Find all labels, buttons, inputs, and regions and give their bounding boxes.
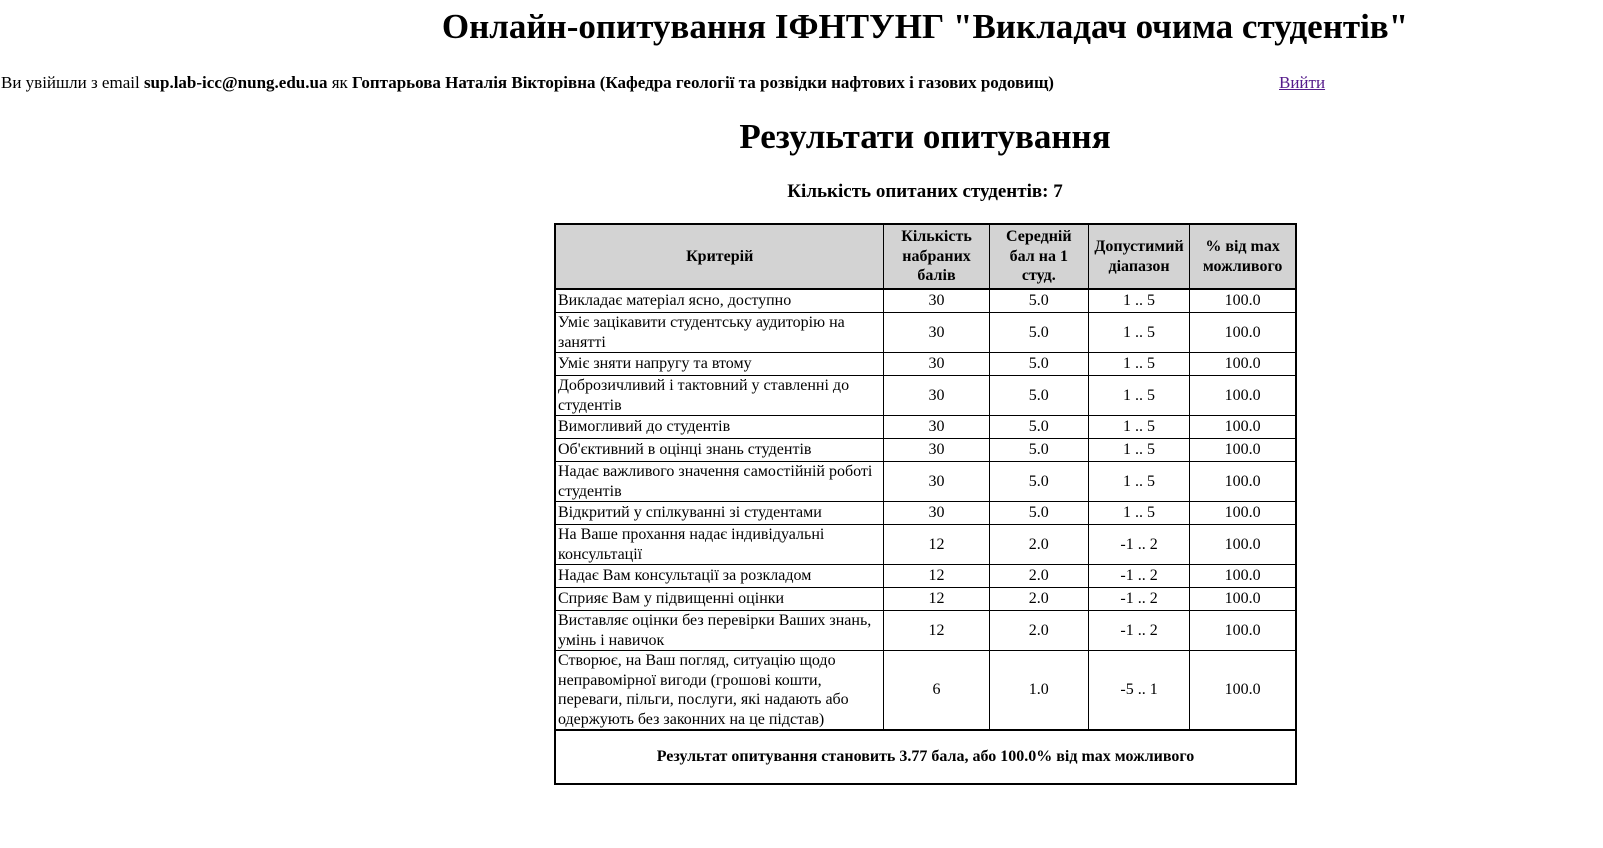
cell-range: -1 .. 2 [1087,610,1191,651]
table-row: Створює, на Ваш погляд, ситуацію щодо не… [554,650,1297,731]
cell-criterion: На Ваше прохання надає індивідуальні кон… [554,524,885,565]
cell-criterion: Вимогливий до студентів [554,415,885,439]
cell-average: 5.0 [988,461,1089,502]
table-row: Викладає матеріал ясно, доступно 30 5.0 1 .… [554,288,1297,313]
cell-criterion: Доброзичливий і тактовний у ставленні до… [554,375,885,416]
cell-range: -1 .. 2 [1087,587,1191,611]
cell-percent: 100.0 [1189,610,1297,651]
cell-points: 30 [883,288,990,313]
cell-average: 2.0 [988,564,1089,588]
cell-percent: 100.0 [1189,461,1297,502]
cell-range: -1 .. 2 [1087,564,1191,588]
cell-criterion: Створює, на Ваш погляд, ситуацію щодо не… [554,650,885,731]
cell-points: 12 [883,564,990,588]
table-row: Сприяє Вам у підвищенні оцінки 12 2.0 -1 ..… [554,587,1297,611]
summary-row: Результат опитування становить 3.77 бала… [554,729,1297,785]
table-row: Виставляє оцінки без перевірки Ваших зна… [554,610,1297,651]
cell-percent: 100.0 [1189,312,1297,353]
cell-percent: 100.0 [1189,288,1297,313]
cell-criterion: Відкритий у спілкуванні зі студентами [554,501,885,525]
cell-range: 1 .. 5 [1087,375,1191,416]
cell-range: 1 .. 5 [1087,352,1191,376]
table-header-row: Критерій Кількість набраних балів Середн… [554,223,1297,290]
cell-criterion: Сприяє Вам у підвищенні оцінки [554,587,885,611]
respondents-label: Кількість опитаних студентів: [787,181,1054,202]
user-name: Гоптарьова Наталія Вікторівна (Кафедра г… [352,73,1054,92]
cell-range: 1 .. 5 [1087,438,1191,462]
respondents-count: Кількість опитаних студентів: 7 [0,180,1603,204]
cell-percent: 100.0 [1189,650,1297,731]
logout-link[interactable]: Вийти [1279,73,1326,92]
results-heading: Результати опитування [739,117,1111,156]
table-row: Надає важливого значення самостійній роб… [554,461,1297,502]
table-row: Доброзичливий і тактовний у ставленні до… [554,375,1297,416]
cell-average: 1.0 [988,650,1089,731]
cell-criterion: Уміє зняти напругу та втому [554,352,885,376]
cell-points: 12 [883,587,990,611]
cell-average: 5.0 [988,288,1089,313]
cell-average: 5.0 [988,375,1089,416]
cell-criterion: Виставляє оцінки без перевірки Ваших зна… [554,610,885,651]
cell-points: 30 [883,415,990,439]
login-as: як [327,73,353,92]
cell-points: 12 [883,610,990,651]
cell-criterion: Викладає матеріал ясно, доступно [554,288,885,313]
cell-percent: 100.0 [1189,352,1297,376]
cell-points: 30 [883,461,990,502]
cell-range: -5 .. 1 [1087,650,1191,731]
cell-average: 2.0 [988,610,1089,651]
cell-percent: 100.0 [1189,438,1297,462]
app-title: Онлайн-опитування ІФНТУНГ "Викладач очим… [441,7,1409,46]
cell-points: 12 [883,524,990,565]
cell-points: 30 [883,312,990,353]
results-body: Викладає матеріал ясно, доступно 30 5.0 1 .… [554,288,1297,731]
cell-average: 5.0 [988,438,1089,462]
cell-range: 1 .. 5 [1087,415,1191,439]
respondents-value: 7 [1053,181,1063,202]
cell-percent: 100.0 [1189,587,1297,611]
cell-points: 6 [883,650,990,731]
header-points: Кількість набраних балів [883,223,990,290]
header-average: Середній бал на 1 студ. [988,223,1089,290]
login-prefix: Ви увійшли з email [1,73,144,92]
cell-range: 1 .. 5 [1087,501,1191,525]
cell-range: 1 .. 5 [1087,461,1191,502]
cell-average: 2.0 [988,524,1089,565]
table-row: Надає Вам консультації за розкладом 12 2.0… [554,564,1297,588]
table-row: Вимогливий до студентів 30 5.0 1 .. 5 100.0 [554,415,1297,439]
cell-percent: 100.0 [1189,501,1297,525]
cell-percent: 100.0 [1189,564,1297,588]
cell-criterion: Надає Вам консультації за розкладом [554,564,885,588]
cell-criterion: Надає важливого значення самостійній роб… [554,461,885,502]
cell-criterion: Уміє зацікавити студентську аудиторію на… [554,312,885,353]
cell-range: 1 .. 5 [1087,312,1191,353]
header-range: Допустимий діапазон [1087,223,1191,290]
results-table: Критерій Кількість набраних балів Середн… [554,223,1297,785]
table-row: Уміє зацікавити студентську аудиторію на… [554,312,1297,353]
cell-average: 5.0 [988,415,1089,439]
cell-points: 30 [883,352,990,376]
cell-range: 1 .. 5 [1087,288,1191,313]
cell-percent: 100.0 [1189,524,1297,565]
table-row: Відкритий у спілкуванні зі студентами 30 5… [554,501,1297,525]
cell-average: 5.0 [988,312,1089,353]
cell-average: 5.0 [988,352,1089,376]
cell-percent: 100.0 [1189,415,1297,439]
cell-points: 30 [883,375,990,416]
cell-points: 30 [883,501,990,525]
cell-percent: 100.0 [1189,375,1297,416]
user-email: sup.lab-icc@nung.edu.ua [143,73,328,92]
header-criterion: Критерій [554,223,885,290]
cell-points: 30 [883,438,990,462]
header-percent: % від max можливого [1189,223,1297,290]
table-row: Уміє зняти напругу та втому 30 5.0 1 .. 5 10… [554,352,1297,376]
login-info: Ви увійшли з email sup.lab-icc@nung.edu.… [1,72,1054,94]
cell-range: -1 .. 2 [1087,524,1191,565]
table-row: Об'єктивний в оцінці знань студентів 30 5.… [554,438,1297,462]
cell-criterion: Об'єктивний в оцінці знань студентів [554,438,885,462]
cell-average: 2.0 [988,587,1089,611]
table-row: На Ваше прохання надає індивідуальні кон… [554,524,1297,565]
cell-average: 5.0 [988,501,1089,525]
summary-text: Результат опитування становить 3.77 бала… [554,729,1297,785]
